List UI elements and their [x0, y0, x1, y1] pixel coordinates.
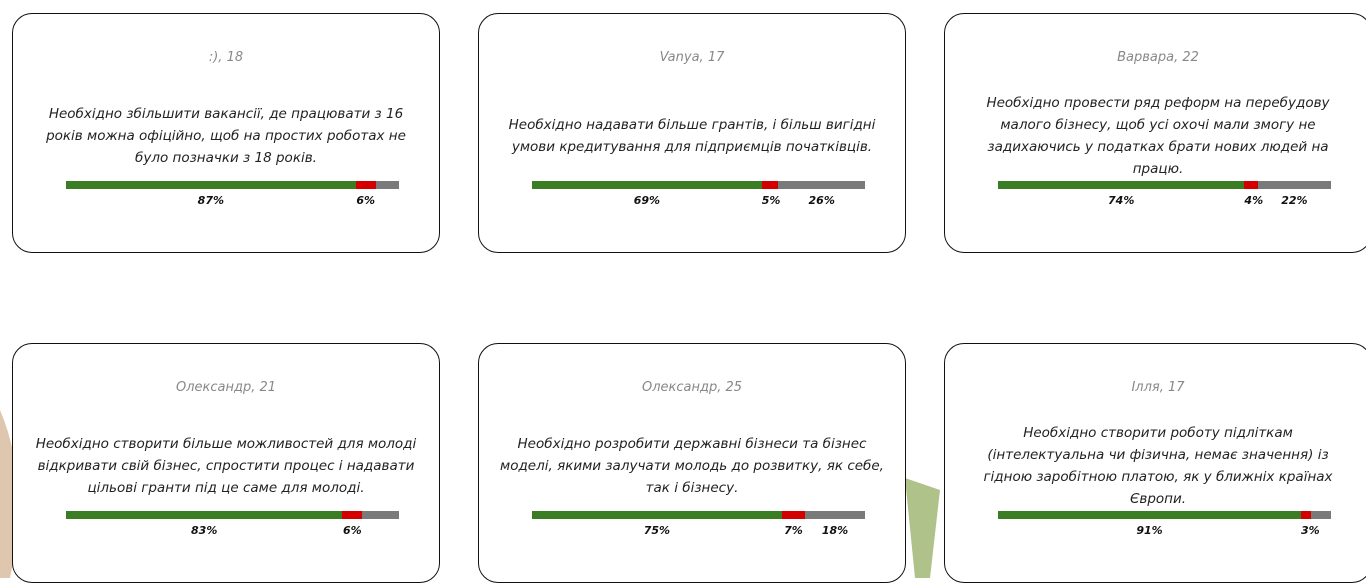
author: Ілля, 17 [1131, 380, 1185, 395]
author: Олександр, 25 [641, 380, 743, 395]
vote-segment [1311, 511, 1331, 519]
proposal-text: Необхідно збільшити вакансії, де працюва… [46, 106, 406, 166]
vote-label: 7% [784, 524, 803, 537]
vote-label: 18% [821, 524, 849, 537]
author: :), 18 [208, 50, 244, 65]
proposal-text: Необхідно створити роботу підліткам (інт… [983, 425, 1333, 507]
vote-bar [66, 181, 399, 189]
vote-segment [998, 181, 1245, 189]
vote-label: 74% [1108, 194, 1135, 207]
proposal-card: Олександр, 25 Необхідно розробити державн… [478, 343, 906, 583]
vote-label: 87% [197, 194, 225, 207]
vote-segment [761, 181, 779, 189]
vote-labels: 75% 7% 18% [532, 524, 865, 537]
text-box: Необхідно збільшити вакансії, де працюва… [33, 80, 419, 192]
vote-segment [1301, 511, 1312, 519]
vote-bar [998, 181, 1331, 189]
vote-bar [532, 511, 865, 519]
proposal-text: Необхідно розробити державні бізнеси та … [500, 436, 884, 496]
vote-label: 22% [1281, 194, 1308, 207]
vote-segment [805, 511, 865, 519]
proposal-text: Необхідно створити більше можливостей дл… [35, 436, 417, 496]
text-box: Необхідно надавати більше грантів, і біл… [499, 80, 885, 192]
vote-bar [998, 511, 1331, 519]
author: Vanya, 17 [659, 50, 725, 65]
vote-labels: 69% 5% 26% [532, 194, 865, 207]
text-box: Необхідно розробити державні бізнеси та … [499, 410, 885, 522]
text-box: Необхідно створити більше можливостей дл… [33, 410, 419, 522]
author: Олександр, 21 [175, 380, 277, 395]
proposal-text: Необхідно провести ряд реформ на перебуд… [986, 95, 1330, 177]
vote-label: 6% [343, 524, 362, 537]
proposal-text: Необхідно надавати більше грантів, і біл… [508, 117, 876, 155]
vote-labels: 87% 6% [66, 194, 399, 207]
vote-segment [342, 511, 363, 519]
vote-label: 4% [1244, 194, 1264, 207]
vote-segment [362, 511, 399, 519]
vote-label: 69% [633, 194, 661, 207]
vote-segment [532, 511, 782, 519]
vote-segment [781, 511, 806, 519]
vote-labels: 91% 3% [998, 524, 1331, 537]
vote-bar [532, 181, 865, 189]
vote-segment [532, 181, 762, 189]
vote-label: 75% [643, 524, 671, 537]
vote-label: 6% [356, 194, 376, 207]
vote-label: 91% [1136, 524, 1163, 537]
vote-segment [66, 511, 343, 519]
vote-label [376, 194, 399, 207]
vote-segment [1257, 181, 1331, 189]
vote-labels: 74% 4% 22% [998, 194, 1331, 207]
vote-segment [375, 181, 399, 189]
vote-segment [1244, 181, 1258, 189]
vote-label [362, 524, 399, 537]
vote-label: 3% [1301, 524, 1320, 537]
text-box: Необхідно створити роботу підліткам (інт… [965, 410, 1351, 522]
proposal-card: Олександр, 21 Необхідно створити більше м… [12, 343, 440, 583]
vote-labels: 83% 6% [66, 524, 399, 537]
proposal-card: :), 18 Необхідно збільшити вакансії, де п… [12, 13, 440, 253]
vote-segment [355, 181, 376, 189]
vote-bar [66, 511, 399, 519]
author: Варвара, 22 [1117, 50, 1199, 65]
proposal-card: Ілля, 17 Необхідно створити роботу підліт… [944, 343, 1366, 583]
proposal-card: Vanya, 17 Необхідно надавати більше грант… [478, 13, 906, 253]
text-box: Необхідно провести ряд реформ на перебуд… [965, 80, 1351, 192]
vote-segment [66, 181, 356, 189]
vote-segment [778, 181, 865, 189]
vote-label [1311, 524, 1331, 537]
vote-segment [998, 511, 1302, 519]
vote-label: 5% [761, 194, 781, 207]
proposal-card: Варвара, 22 Необхідно провести ряд реформ… [944, 13, 1366, 253]
vote-label: 83% [191, 524, 218, 537]
vote-label: 26% [808, 194, 835, 207]
